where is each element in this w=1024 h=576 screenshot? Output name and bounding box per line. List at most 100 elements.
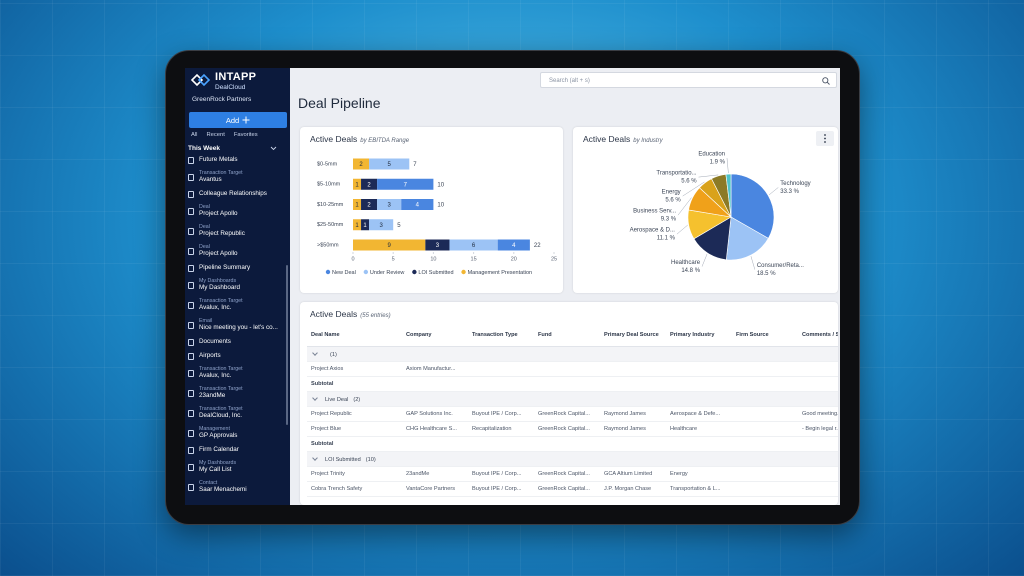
nav-item-type: Transaction Target — [199, 385, 243, 392]
tab[interactable]: Recent — [206, 132, 225, 138]
nav-item[interactable]: Deal Project Apollo — [188, 241, 284, 261]
column-header[interactable]: Company — [402, 324, 468, 347]
category-label: $0-5mm — [317, 161, 338, 167]
bar-segment — [361, 219, 370, 231]
tab[interactable]: All — [191, 132, 198, 138]
nav-icon — [188, 173, 194, 181]
column-header[interactable]: Primary Deal Source — [600, 324, 666, 347]
nav-item-label: Airports — [199, 352, 221, 359]
data-row[interactable]: Project Blue CHG Healthcare S... Recapital… — [307, 421, 838, 437]
nav-item[interactable]: Transaction Target DealCloud, Inc. — [188, 403, 284, 423]
nav-item[interactable]: Airports — [188, 349, 284, 363]
table-cell — [732, 481, 798, 497]
slice-value-label: 33.3 % — [780, 189, 799, 195]
page-title: Deal Pipeline — [298, 95, 381, 111]
table-cell — [798, 436, 838, 452]
nav-item[interactable]: Deal Project Republic — [188, 221, 284, 241]
bar-segment — [353, 178, 362, 190]
nav-text: My Dashboards My Call List — [199, 460, 236, 475]
nav-item-label: Project Republic — [199, 230, 245, 238]
nav-item[interactable]: Transaction Target Avalux, Inc. — [188, 295, 284, 315]
nav-item[interactable]: Transaction Target Avalux, Inc. — [188, 363, 284, 383]
nav-item[interactable]: Transaction Target Avantus — [188, 167, 284, 187]
column-header[interactable]: Primary Industry — [666, 324, 732, 347]
bar-segment — [353, 199, 362, 210]
nav-item-label: Future Metals — [199, 156, 238, 163]
nav-item[interactable]: Pipeline Summary — [188, 261, 284, 275]
nav-text: My Dashboards My Dashboard — [199, 278, 240, 293]
nav-item[interactable]: My Dashboards My Call List — [188, 457, 284, 477]
nav-text: Transaction Target 23andMe — [199, 386, 243, 401]
nav-list: Future Metals Transaction Target Avantus Co… — [188, 153, 284, 503]
subtotal-row: Subtotal — [307, 376, 838, 392]
table-cell — [732, 361, 798, 377]
bar-card: Active Deals by EBITDA Range 0 5 10 15 20 25 $0… — [300, 127, 563, 293]
plus-icon — [242, 116, 250, 124]
column-header[interactable]: Comments / Steps — [798, 324, 838, 347]
nav-text: Management GP Approvals — [199, 426, 237, 441]
section-chevron[interactable] — [270, 146, 277, 151]
column-header[interactable]: Fund — [534, 324, 600, 347]
tabs: All Recent Favorites — [191, 132, 258, 138]
pie-slice — [725, 216, 769, 261]
table-cell — [534, 436, 600, 452]
nav-icon — [188, 338, 194, 346]
column-header[interactable]: Transaction Type — [468, 324, 534, 347]
bar-total-label: 10 — [437, 182, 444, 188]
scrollbar[interactable] — [286, 265, 288, 425]
column-header[interactable]: Deal Name — [307, 324, 402, 347]
nav-icon — [188, 409, 194, 417]
nav-item[interactable]: Email Nice meeting you - let's co... — [188, 315, 284, 335]
table-cell: Project Axios — [307, 361, 402, 377]
search-box[interactable]: Search (alt + s) — [540, 72, 837, 88]
bar-segment — [361, 178, 378, 190]
category-label: $25-50mm — [317, 222, 344, 228]
add-button[interactable]: Add — [189, 112, 287, 128]
table-cell: VantaCore Partners — [402, 481, 468, 497]
group-cell: LOI Submitted (10) — [307, 451, 838, 467]
card-subtitle: (55 entries) — [360, 313, 391, 319]
table-cell — [468, 376, 534, 392]
menu-button[interactable] — [816, 131, 834, 146]
chevron — [312, 454, 318, 461]
category-label: $5-10mm — [317, 182, 341, 188]
group-row[interactable]: Live Deal (2) — [307, 391, 838, 407]
group-row[interactable]: (1) — [307, 346, 838, 362]
nav-item[interactable]: Contact Saar Menachemi — [188, 477, 284, 497]
nav-item[interactable]: Management GP Approvals — [188, 423, 284, 443]
nav-item-type: My Dashboards — [199, 459, 237, 466]
legend-label: LOI Submitted — [418, 270, 453, 276]
table-cell: Buyout IPE / Corp... — [468, 481, 534, 497]
column-header[interactable]: Firm Source — [732, 324, 798, 347]
leader-line — [701, 253, 708, 267]
nav-icon — [188, 352, 194, 360]
bar-segment — [425, 239, 450, 251]
table-cell: Transportation & L... — [666, 481, 732, 497]
nav-item-label: 23andMe — [199, 392, 226, 400]
data-row[interactable]: Project Republic GAP Solutions Inc. Buyout… — [307, 406, 838, 422]
bar-segment — [377, 199, 402, 210]
x-tick-label: 15 — [471, 256, 477, 262]
bar-total-label: 5 — [397, 223, 401, 229]
nav-item[interactable]: Deal Project Apollo — [188, 201, 284, 221]
nav-item[interactable]: Transaction Target 23andMe — [188, 383, 284, 403]
nav-item[interactable]: Documents — [188, 335, 284, 349]
x-tick-label: 5 — [392, 256, 395, 262]
data-row[interactable]: Project Axios Axiom Manufactur... — [307, 361, 838, 377]
nav-item-type: Contact — [199, 479, 218, 486]
table-cell — [798, 481, 838, 497]
nav-item-label: Saar Menachemi — [199, 486, 247, 494]
chevron — [312, 394, 318, 401]
table-cell: Buyout IPE / Corp... — [468, 466, 534, 482]
data-row[interactable]: Cobra Trench Safety VantaCore Partners Buy… — [307, 481, 838, 497]
group-row[interactable]: LOI Submitted (10) — [307, 451, 838, 467]
tab[interactable]: Favorites — [233, 132, 258, 138]
nav-item[interactable]: Future Metals — [188, 153, 284, 167]
data-row[interactable]: Project Trinity 23andMe Buyout IPE / Corp.… — [307, 466, 838, 482]
pie-chart: Technology 33.3 % Consumer/Reta... 18.5 % He… — [630, 131, 834, 277]
nav-item[interactable]: Firm Calendar — [188, 443, 284, 457]
nav-item[interactable]: My Dashboards My Dashboard — [188, 275, 284, 295]
nav-icon — [188, 429, 194, 437]
subtotal-label: Subtotal — [307, 436, 402, 452]
nav-item[interactable]: Colleague Relationships — [188, 187, 284, 201]
